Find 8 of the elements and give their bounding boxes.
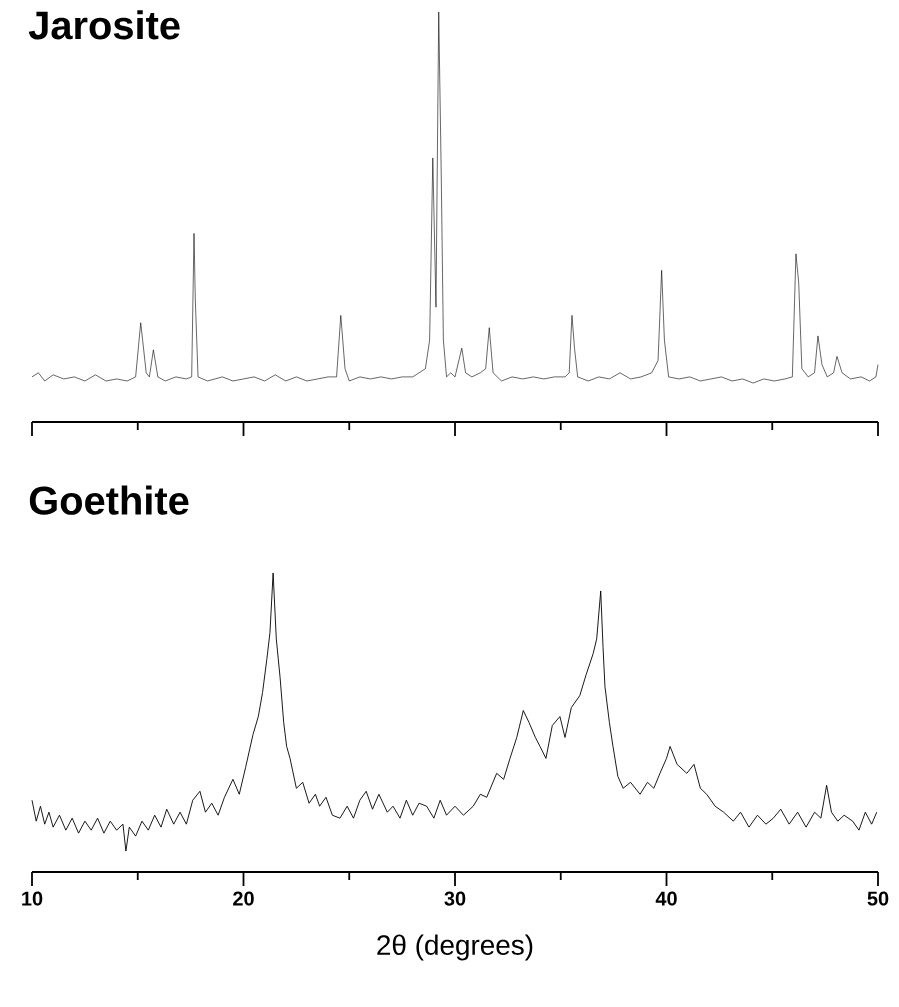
chart-title: Jarosite	[28, 10, 180, 40]
chart-title: Goethite	[29, 485, 189, 515]
x-tick-label: 20	[233, 891, 254, 906]
x-tick-label: 10	[22, 891, 43, 906]
x-tick-label: 30	[444, 891, 466, 906]
x-axis-title: 2θ (degrees)	[377, 934, 533, 961]
x-tick-label: 40	[655, 891, 677, 906]
x-tick-label: 50	[867, 891, 889, 906]
